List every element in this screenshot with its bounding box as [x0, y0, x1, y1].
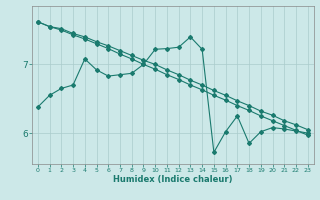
X-axis label: Humidex (Indice chaleur): Humidex (Indice chaleur): [113, 175, 233, 184]
